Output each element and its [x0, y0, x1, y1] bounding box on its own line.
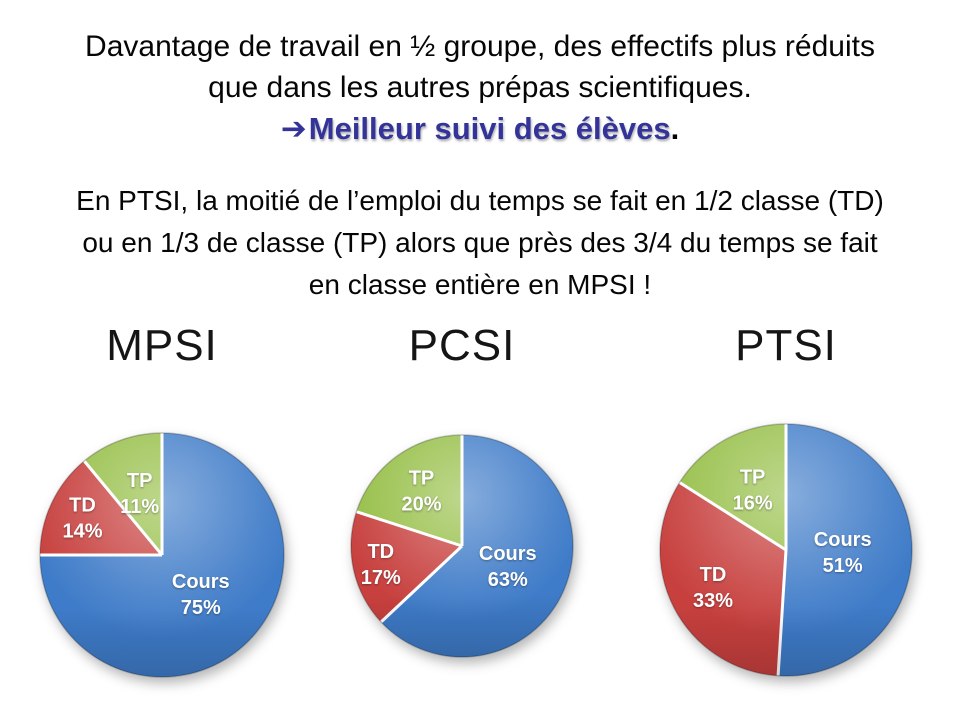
- chart-title-mpsi: MPSI: [106, 321, 218, 370]
- slice-label-tp: TP 16%: [733, 466, 773, 514]
- highlight-period: .: [670, 111, 680, 146]
- pie-shade: [40, 433, 284, 677]
- pie-rim: [350, 434, 574, 658]
- slice-label-td: TD 17%: [361, 541, 401, 589]
- chart-ptsi: PTSI Cours 51% TD 33% TP 16%: [651, 318, 921, 685]
- title-line-2: que dans les autres prépas scientifiques…: [208, 71, 752, 104]
- highlight-line: ➔Meilleur suivi des élèves.: [0, 108, 960, 150]
- chart-pcsi: PCSI Cours 63% TD 17% TP 20%: [327, 318, 597, 681]
- paragraph-line-3: en classe entière en MPSI !: [308, 269, 652, 300]
- slice-label-cours: Cours 51%: [814, 529, 872, 577]
- pie-rim: [659, 423, 913, 677]
- pie-shade: [660, 424, 912, 676]
- paragraph-line-1: En PTSI, la moitié de l’emploi du temps …: [76, 185, 884, 216]
- pie-shade: [351, 435, 573, 657]
- pie-chart-pcsi: Cours 63% TD 17%TP 20%: [350, 434, 574, 658]
- slide-title-block: Davantage de travail en ½ groupe, des ef…: [0, 26, 960, 150]
- slice-label-cours: Cours 75%: [172, 571, 230, 619]
- chart-title-ptsi: PTSI: [735, 321, 837, 370]
- slice-label-td: TD 33%: [693, 564, 733, 612]
- slide-paragraph-block: En PTSI, la moitié de l’emploi du temps …: [0, 180, 960, 306]
- slice-label-tp: TP 20%: [401, 467, 441, 515]
- highlight-text: Meilleur suivi des élèves: [308, 111, 671, 146]
- chart-mpsi: MPSI Cours 75% TD 14% TP 11%: [27, 318, 297, 690]
- paragraph-line-2: ou en 1/3 de classe (TP) alors que près …: [82, 227, 878, 258]
- chart-title-pcsi: PCSI: [408, 321, 516, 370]
- pie-chart-ptsi: Cours 51% TD 33% TP 16%: [659, 423, 913, 677]
- slice-label-td: TD 14%: [62, 495, 102, 543]
- slice-label-tp: TP 11%: [120, 470, 159, 518]
- pie-rim: [39, 432, 285, 678]
- right-arrow-icon: ➔: [280, 111, 307, 147]
- pie-chart-mpsi: Cours 75% TD 14% TP 11%: [39, 432, 285, 678]
- slice-label-cours: Cours 63%: [479, 543, 537, 591]
- title-line-1: Davantage de travail en ½ groupe, des ef…: [85, 30, 875, 63]
